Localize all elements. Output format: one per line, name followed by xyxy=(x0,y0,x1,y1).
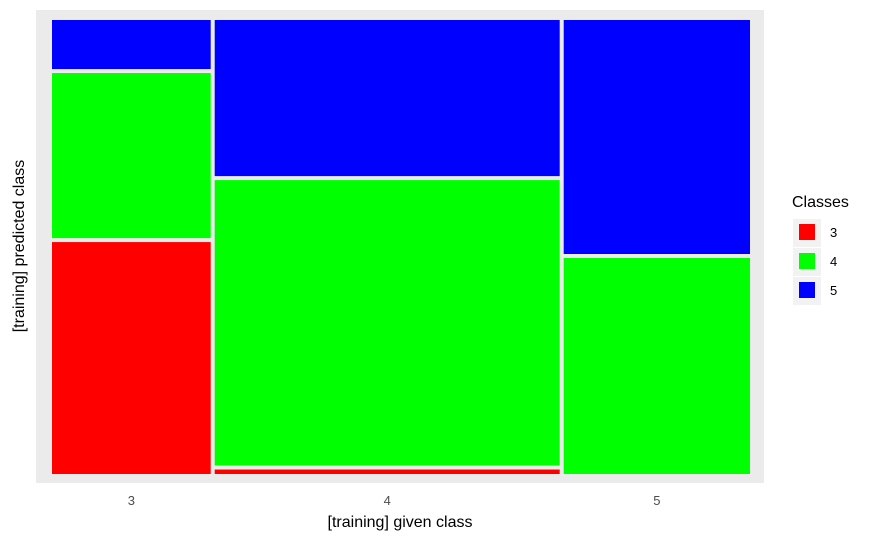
legend: Classes 3 4 5 xyxy=(792,194,849,305)
legend-title: Classes xyxy=(792,194,849,211)
mosaic-cell-given-4-predicted-4 xyxy=(214,180,560,466)
mosaic-cell-given-5-predicted-4 xyxy=(563,258,750,474)
mosaic-cell-given-3-predicted-4 xyxy=(52,73,211,239)
mosaic-cell-given-3-predicted-3 xyxy=(52,242,211,474)
x-tick-label: 5 xyxy=(653,493,660,508)
mosaic-cell-given-3-predicted-5 xyxy=(52,20,211,70)
x-tick-labels: 3 4 5 xyxy=(128,493,661,508)
mosaic-cell-given-5-predicted-5 xyxy=(563,20,750,254)
legend-swatch-5 xyxy=(799,282,815,298)
mosaic-cell-given-4-predicted-5 xyxy=(214,20,560,177)
x-axis-title: [training] given class xyxy=(328,514,473,531)
legend-items: 3 4 5 xyxy=(793,219,837,305)
y-axis-title: [training] predicted class xyxy=(11,160,28,333)
legend-label-5: 5 xyxy=(830,283,837,298)
mosaic-cell-given-4-predicted-3 xyxy=(214,469,560,474)
legend-swatch-3 xyxy=(799,224,815,240)
legend-label-4: 4 xyxy=(830,254,837,269)
legend-swatch-4 xyxy=(799,253,815,269)
x-tick-label: 3 xyxy=(128,493,135,508)
x-tick-label: 4 xyxy=(384,493,391,508)
legend-label-3: 3 xyxy=(830,225,837,240)
mosaic-cells xyxy=(52,20,750,474)
